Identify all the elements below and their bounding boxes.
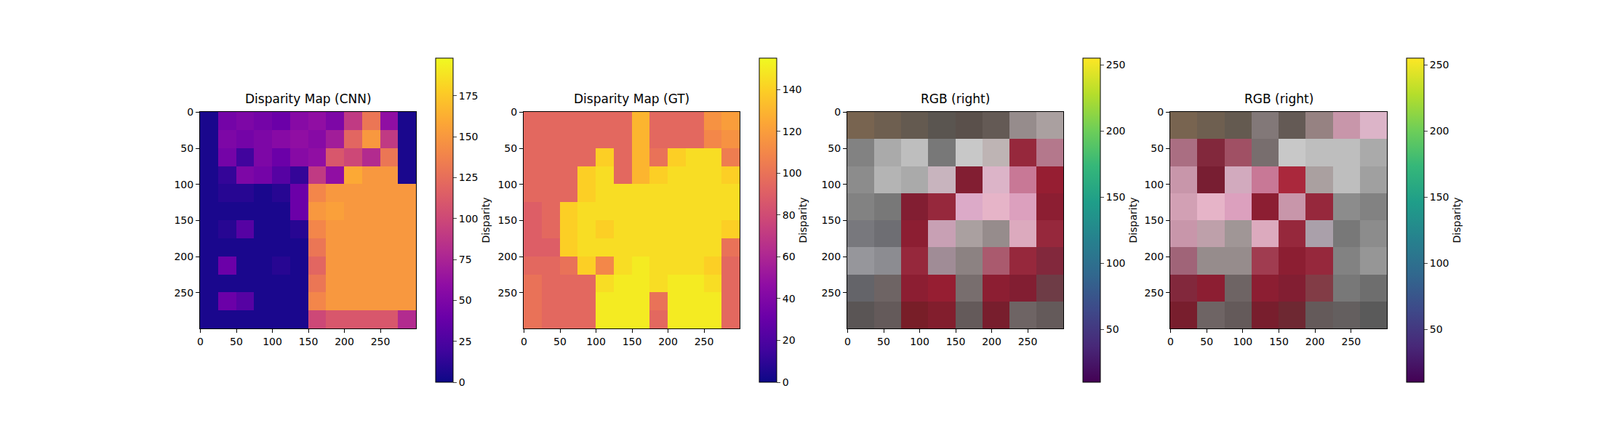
svg-text:25: 25 [458, 336, 472, 348]
svg-text:0: 0 [844, 336, 851, 348]
svg-text:50: 50 [180, 142, 194, 155]
svg-text:100: 100 [497, 178, 518, 191]
svg-text:Disparity Map (CNN): Disparity Map (CNN) [245, 91, 372, 107]
svg-text:250: 250 [1429, 58, 1450, 71]
svg-text:100: 100 [1232, 336, 1253, 348]
svg-text:50: 50 [504, 142, 518, 155]
svg-text:250: 250 [370, 336, 391, 348]
svg-text:150: 150 [821, 214, 841, 227]
svg-text:140: 140 [782, 83, 803, 96]
svg-text:150: 150 [458, 130, 479, 143]
svg-text:20: 20 [782, 334, 796, 347]
svg-text:50: 50 [877, 336, 891, 348]
svg-text:100: 100 [458, 213, 479, 225]
svg-text:0: 0 [834, 106, 841, 118]
svg-text:0: 0 [1157, 106, 1164, 118]
svg-text:Disparity: Disparity [1450, 197, 1463, 244]
svg-text:60: 60 [782, 250, 796, 263]
svg-text:50: 50 [1106, 323, 1120, 336]
svg-text:0: 0 [186, 106, 194, 118]
svg-text:100: 100 [1106, 257, 1126, 270]
svg-text:50: 50 [458, 294, 472, 307]
svg-text:40: 40 [782, 293, 796, 305]
svg-text:200: 200 [334, 336, 355, 348]
svg-text:80: 80 [782, 209, 796, 222]
svg-text:150: 150 [173, 214, 194, 227]
svg-text:Disparity: Disparity [797, 197, 809, 244]
svg-text:0: 0 [458, 376, 466, 389]
svg-text:100: 100 [1144, 178, 1164, 191]
svg-text:0: 0 [782, 376, 790, 389]
svg-text:200: 200 [497, 250, 518, 263]
svg-text:50: 50 [1200, 336, 1214, 348]
svg-text:150: 150 [298, 336, 319, 348]
svg-text:50: 50 [553, 336, 567, 348]
svg-text:250: 250 [694, 336, 715, 348]
svg-text:100: 100 [586, 336, 606, 348]
svg-text:Disparity: Disparity [480, 197, 492, 244]
svg-text:250: 250 [173, 287, 194, 299]
svg-text:250: 250 [1106, 58, 1126, 71]
svg-text:200: 200 [1305, 336, 1326, 348]
svg-text:RGB (right): RGB (right) [920, 91, 990, 107]
svg-text:100: 100 [1429, 257, 1450, 270]
svg-text:50: 50 [1150, 142, 1164, 155]
svg-text:200: 200 [1144, 250, 1164, 263]
svg-text:100: 100 [821, 178, 841, 191]
svg-text:0: 0 [1167, 336, 1174, 348]
svg-text:200: 200 [1429, 125, 1450, 137]
svg-text:100: 100 [262, 336, 283, 348]
svg-text:150: 150 [1429, 191, 1450, 203]
svg-text:0: 0 [197, 336, 204, 348]
svg-text:50: 50 [1429, 323, 1443, 336]
svg-text:150: 150 [1106, 191, 1126, 203]
svg-text:150: 150 [1144, 214, 1164, 227]
svg-text:200: 200 [658, 336, 678, 348]
svg-text:250: 250 [1341, 336, 1361, 348]
svg-text:125: 125 [458, 171, 479, 184]
svg-text:50: 50 [229, 336, 243, 348]
svg-text:150: 150 [946, 336, 966, 348]
svg-text:Disparity: Disparity [1127, 197, 1139, 244]
svg-text:200: 200 [1106, 125, 1126, 137]
svg-text:250: 250 [821, 287, 841, 299]
svg-text:100: 100 [173, 178, 194, 191]
svg-text:175: 175 [458, 90, 479, 102]
svg-text:0: 0 [520, 336, 528, 348]
svg-text:200: 200 [821, 250, 841, 263]
svg-text:250: 250 [497, 287, 518, 299]
svg-text:50: 50 [827, 142, 841, 155]
svg-text:0: 0 [510, 106, 518, 118]
svg-text:150: 150 [622, 336, 643, 348]
svg-text:250: 250 [1144, 287, 1164, 299]
svg-text:100: 100 [782, 167, 803, 179]
svg-text:75: 75 [458, 253, 472, 266]
svg-text:150: 150 [497, 214, 518, 227]
svg-text:200: 200 [173, 250, 194, 263]
svg-text:100: 100 [909, 336, 930, 348]
svg-text:150: 150 [1269, 336, 1289, 348]
svg-text:RGB (right): RGB (right) [1244, 91, 1314, 107]
svg-text:Disparity Map (GT): Disparity Map (GT) [573, 91, 690, 107]
svg-text:200: 200 [981, 336, 1002, 348]
svg-text:250: 250 [1018, 336, 1038, 348]
svg-text:120: 120 [782, 125, 803, 138]
